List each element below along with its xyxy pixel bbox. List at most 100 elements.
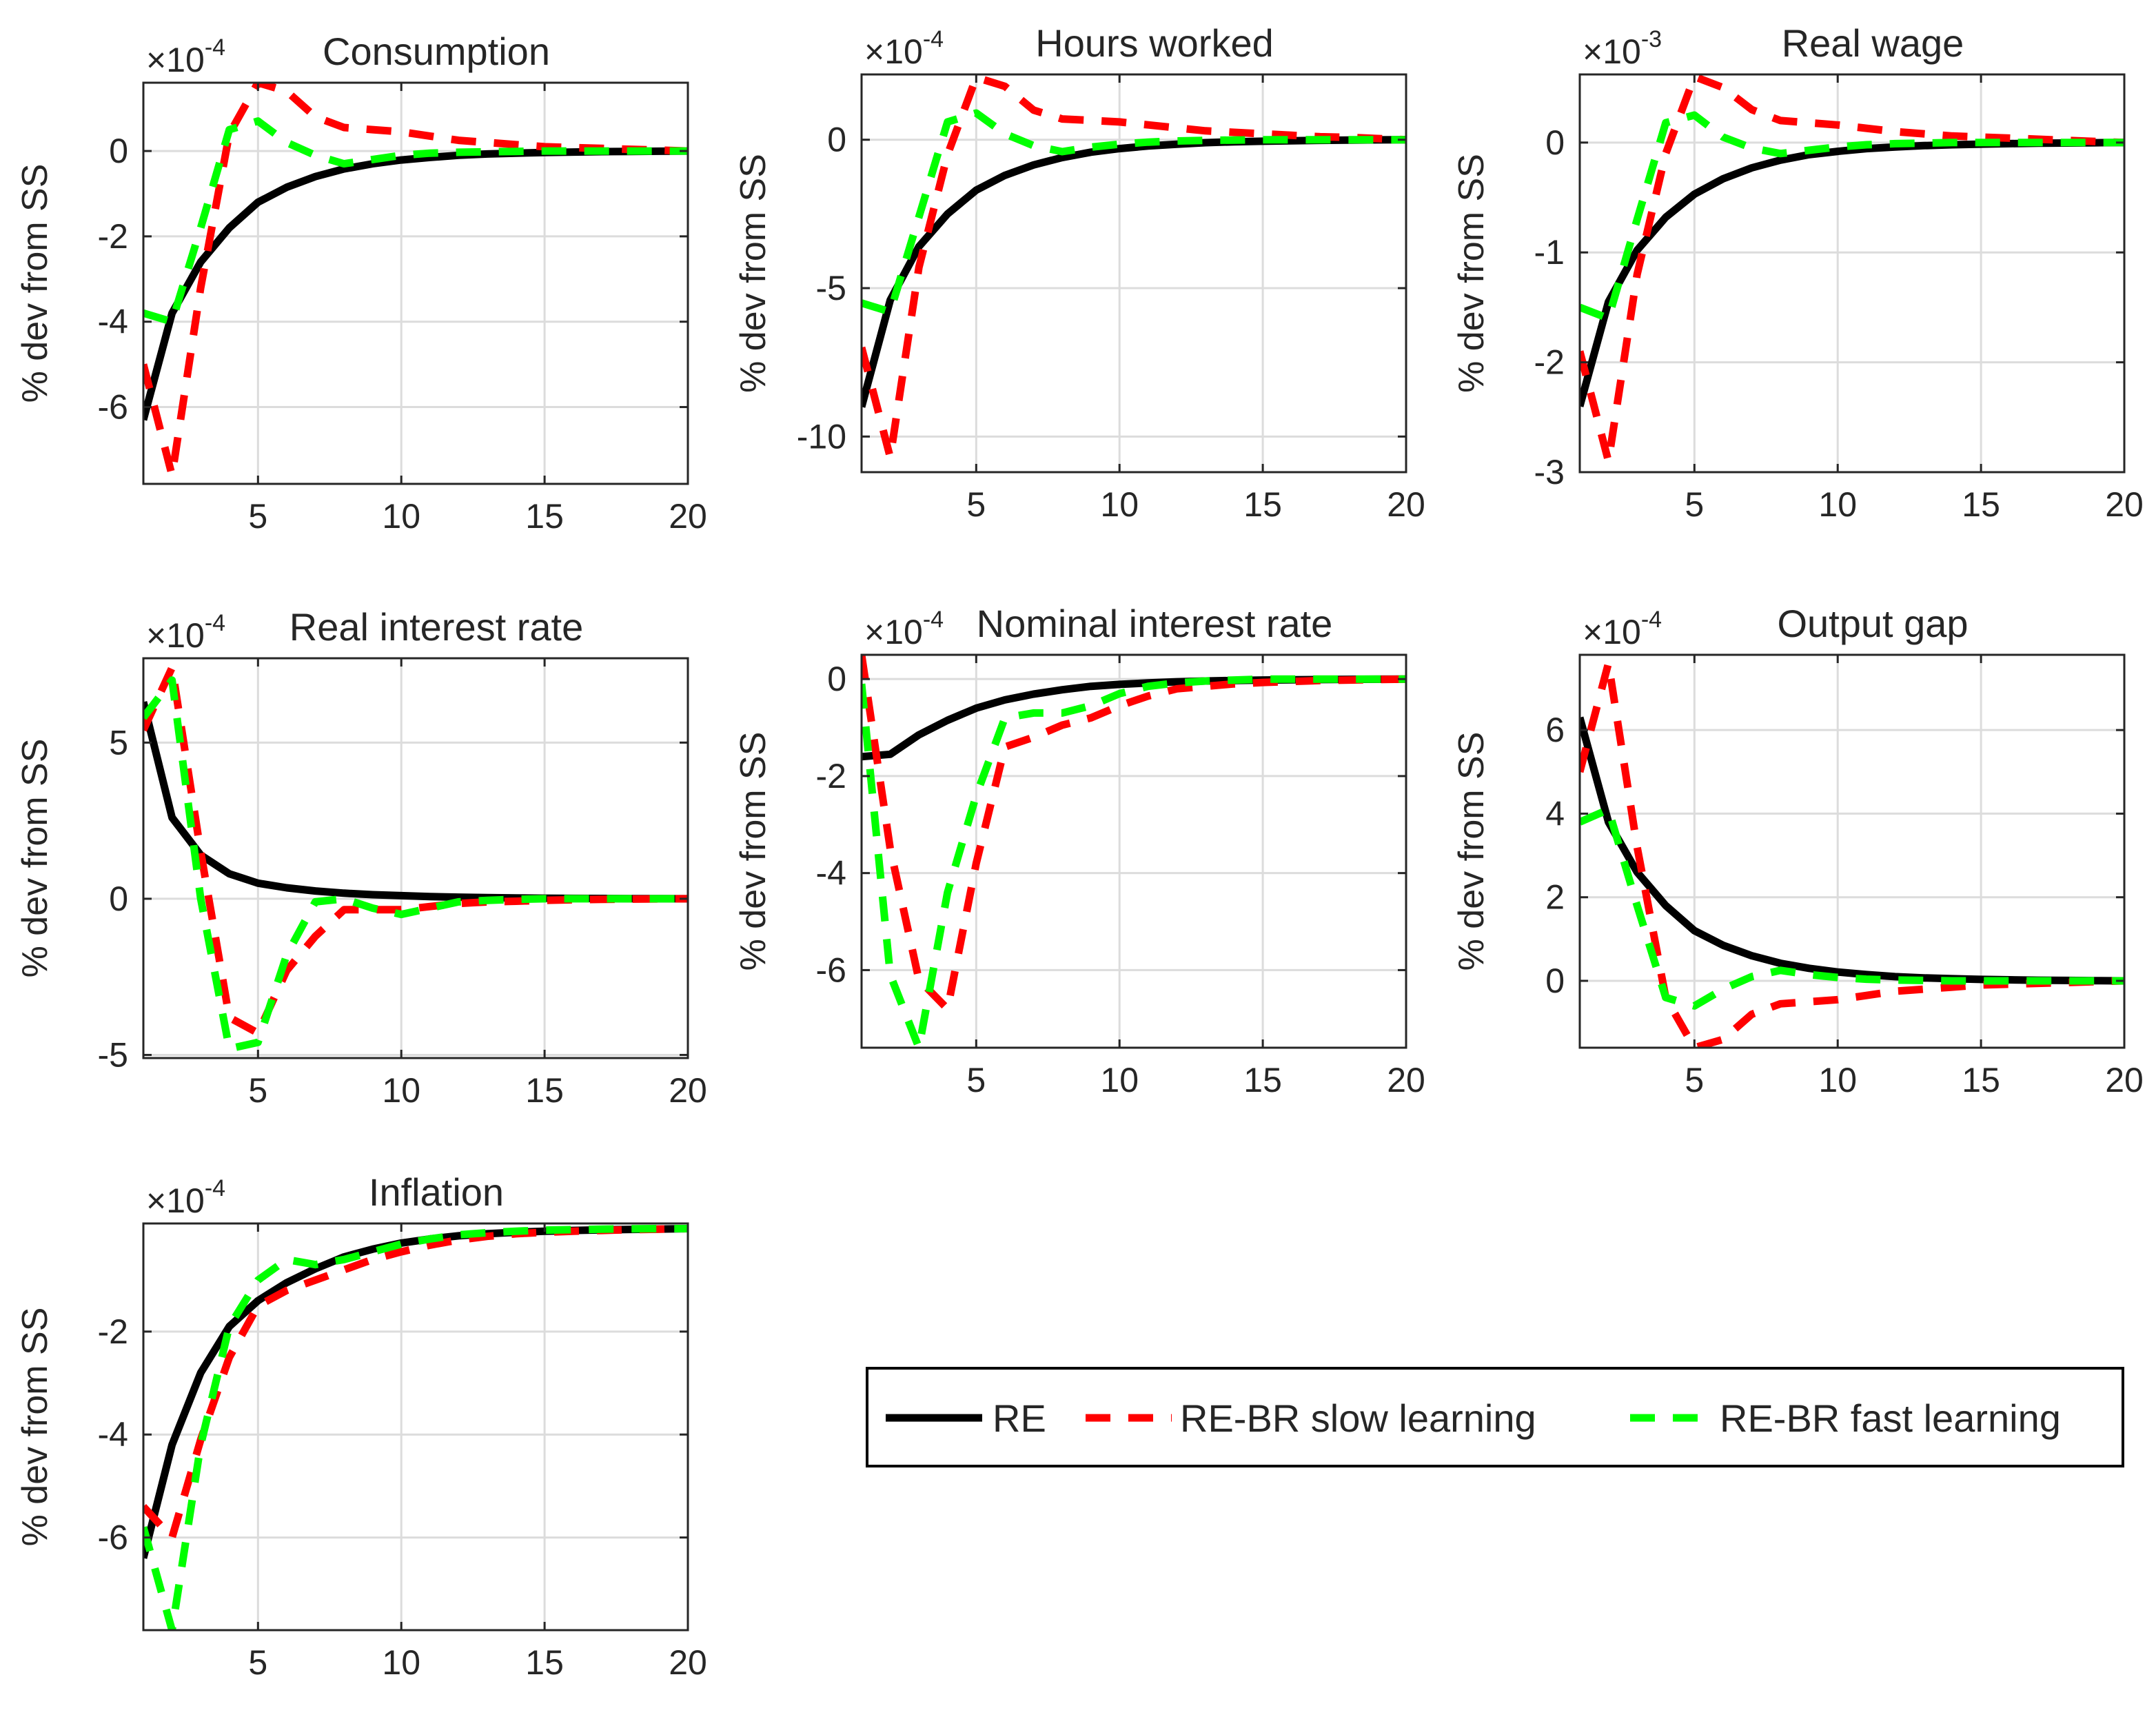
axis-multiplier: ×10-4 [146,1175,225,1220]
subplot-title: Real interest rate [289,605,583,649]
x-tick-label: 15 [525,497,564,536]
x-tick-label: 10 [382,1071,420,1110]
y-tick-label: -2 [1534,343,1565,382]
y-tick-label: 6 [1545,711,1565,749]
subplot-title: Consumption [323,30,550,73]
series-line-re-br-fast-learning [1580,111,2124,323]
series-group [143,83,688,480]
axes-frame [860,653,1407,1049]
series-group [1580,659,2124,1048]
axis-multiplier: ×10-4 [146,34,225,79]
x-tick-label: 10 [1818,485,1857,524]
x-tick-label: 20 [1387,485,1425,524]
y-tick-label: -2 [98,217,128,256]
x-tick-label: 20 [1387,1061,1425,1099]
y-tick-label: -4 [816,854,846,893]
x-tick-label: 10 [382,1643,420,1682]
axes-frame [142,657,689,1059]
axis-multiplier: ×10-4 [864,26,944,71]
x-tick-label: 10 [1100,1061,1139,1099]
axes-frame [142,1222,689,1632]
axes-background [143,658,688,1058]
axes-background [143,1223,688,1630]
y-tick-label: -2 [816,757,846,795]
subplot-title: Output gap [1777,602,1968,645]
series-line-re-br-fast-learning [143,1225,688,1630]
axes-frame [142,81,689,485]
y-tick-label: 0 [827,660,846,698]
series-line-re-br-fast-learning [143,117,688,326]
axes-frame [860,73,1407,474]
subplot-consumption: 5 10 15 20 -6 -4 -2 0 % dev from SS ×10-4 Consumpt… [15,30,707,536]
subplot-nominal-interest-rate: 5 10 15 20 -6 -4 -2 0 % dev from SS ×10-4 Nominal … [733,602,1425,1099]
y-tick-label: -6 [98,1518,128,1557]
y-tick-label: 0 [827,121,846,159]
x-tick-label: 15 [525,1071,564,1110]
x-tick-label: 20 [669,1071,707,1110]
y-tick-label: 0 [1545,123,1565,162]
legend-label: RE-BR slow learning [1180,1396,1536,1440]
x-tick-label: 5 [1685,485,1704,524]
axes-frame [1578,73,2126,474]
y-tick-label: 4 [1545,794,1565,833]
x-tick-label: 5 [966,1061,986,1099]
y-tick-label: -1 [1534,233,1565,272]
y-axis-label: % dev from SS [733,154,773,393]
series-line-re-br-slow-learning [143,664,688,1037]
y-tick-label: -5 [98,1035,128,1074]
series-group [862,74,1406,461]
series-group [143,664,688,1053]
legend-label: RE-BR fast learning [1720,1396,2061,1440]
axis-multiplier: ×10-4 [1583,607,1662,651]
axes-frame [1578,653,2126,1049]
subplot-output-gap: 5 10 15 20 0 2 4 6 % dev from SS ×10-4 Output gap [1452,602,2144,1099]
y-tick-label: -2 [98,1312,128,1351]
x-tick-label: 10 [1100,485,1139,524]
x-tick-label: 20 [2105,485,2144,524]
legend: RE RE-BR slow learning RE-BR fast learning [866,1367,2124,1467]
y-tick-label: -6 [816,951,846,989]
x-tick-label: 15 [1243,1061,1282,1099]
y-tick-label: -3 [1534,453,1565,491]
y-axis-label: % dev from SS [1452,732,1492,971]
series-line-re-br-fast-learning [1580,805,2124,1010]
x-tick-label: 15 [525,1643,564,1682]
subplot-title: Real wage [1782,21,1964,65]
axis-multiplier: ×10-4 [146,610,225,655]
axis-multiplier: ×10-3 [1583,26,1662,71]
x-tick-label: 10 [1818,1061,1857,1099]
y-axis-label: % dev from SS [15,1308,55,1547]
x-tick-label: 15 [1962,1061,2000,1099]
series-group [1580,74,2124,465]
subplot-title: Inflation [369,1170,504,1214]
x-tick-label: 5 [248,1643,267,1682]
y-axis-label: % dev from SS [733,732,773,971]
x-tick-label: 20 [669,1643,707,1682]
x-tick-label: 5 [1685,1061,1704,1099]
y-tick-label: 2 [1545,878,1565,917]
x-tick-label: 20 [669,497,707,536]
subplot-real-wage: 5 10 15 20 -3 -2 -1 0 % dev from SS ×10-3 Real wag… [1452,21,2144,524]
y-tick-label: -4 [98,303,128,341]
y-tick-label: -5 [816,269,846,307]
x-tick-label: 5 [248,1071,267,1110]
y-tick-label: -10 [797,417,846,456]
axis-multiplier: ×10-4 [864,607,944,651]
series-line-re-br-fast-learning [862,109,1406,316]
x-tick-label: 20 [2105,1061,2144,1099]
legend-box [866,1367,2124,1467]
series-group [862,655,1406,1048]
y-axis-label: % dev from SS [15,739,55,978]
series-line-re-br-fast-learning [143,676,688,1053]
y-axis-label: % dev from SS [15,164,55,403]
y-axis-label: % dev from SS [1452,154,1492,393]
x-tick-label: 15 [1243,485,1282,524]
series-group [143,1225,688,1630]
x-tick-label: 5 [966,485,986,524]
legend-label: RE [993,1396,1046,1440]
axes-background [862,655,1406,1048]
subplot-real-interest-rate: 5 10 15 20 -5 0 5 % dev from SS ×10-4 Real intere… [15,605,707,1110]
series-line-re-br-fast-learning [862,675,1406,1048]
x-tick-label: 15 [1962,485,2000,524]
